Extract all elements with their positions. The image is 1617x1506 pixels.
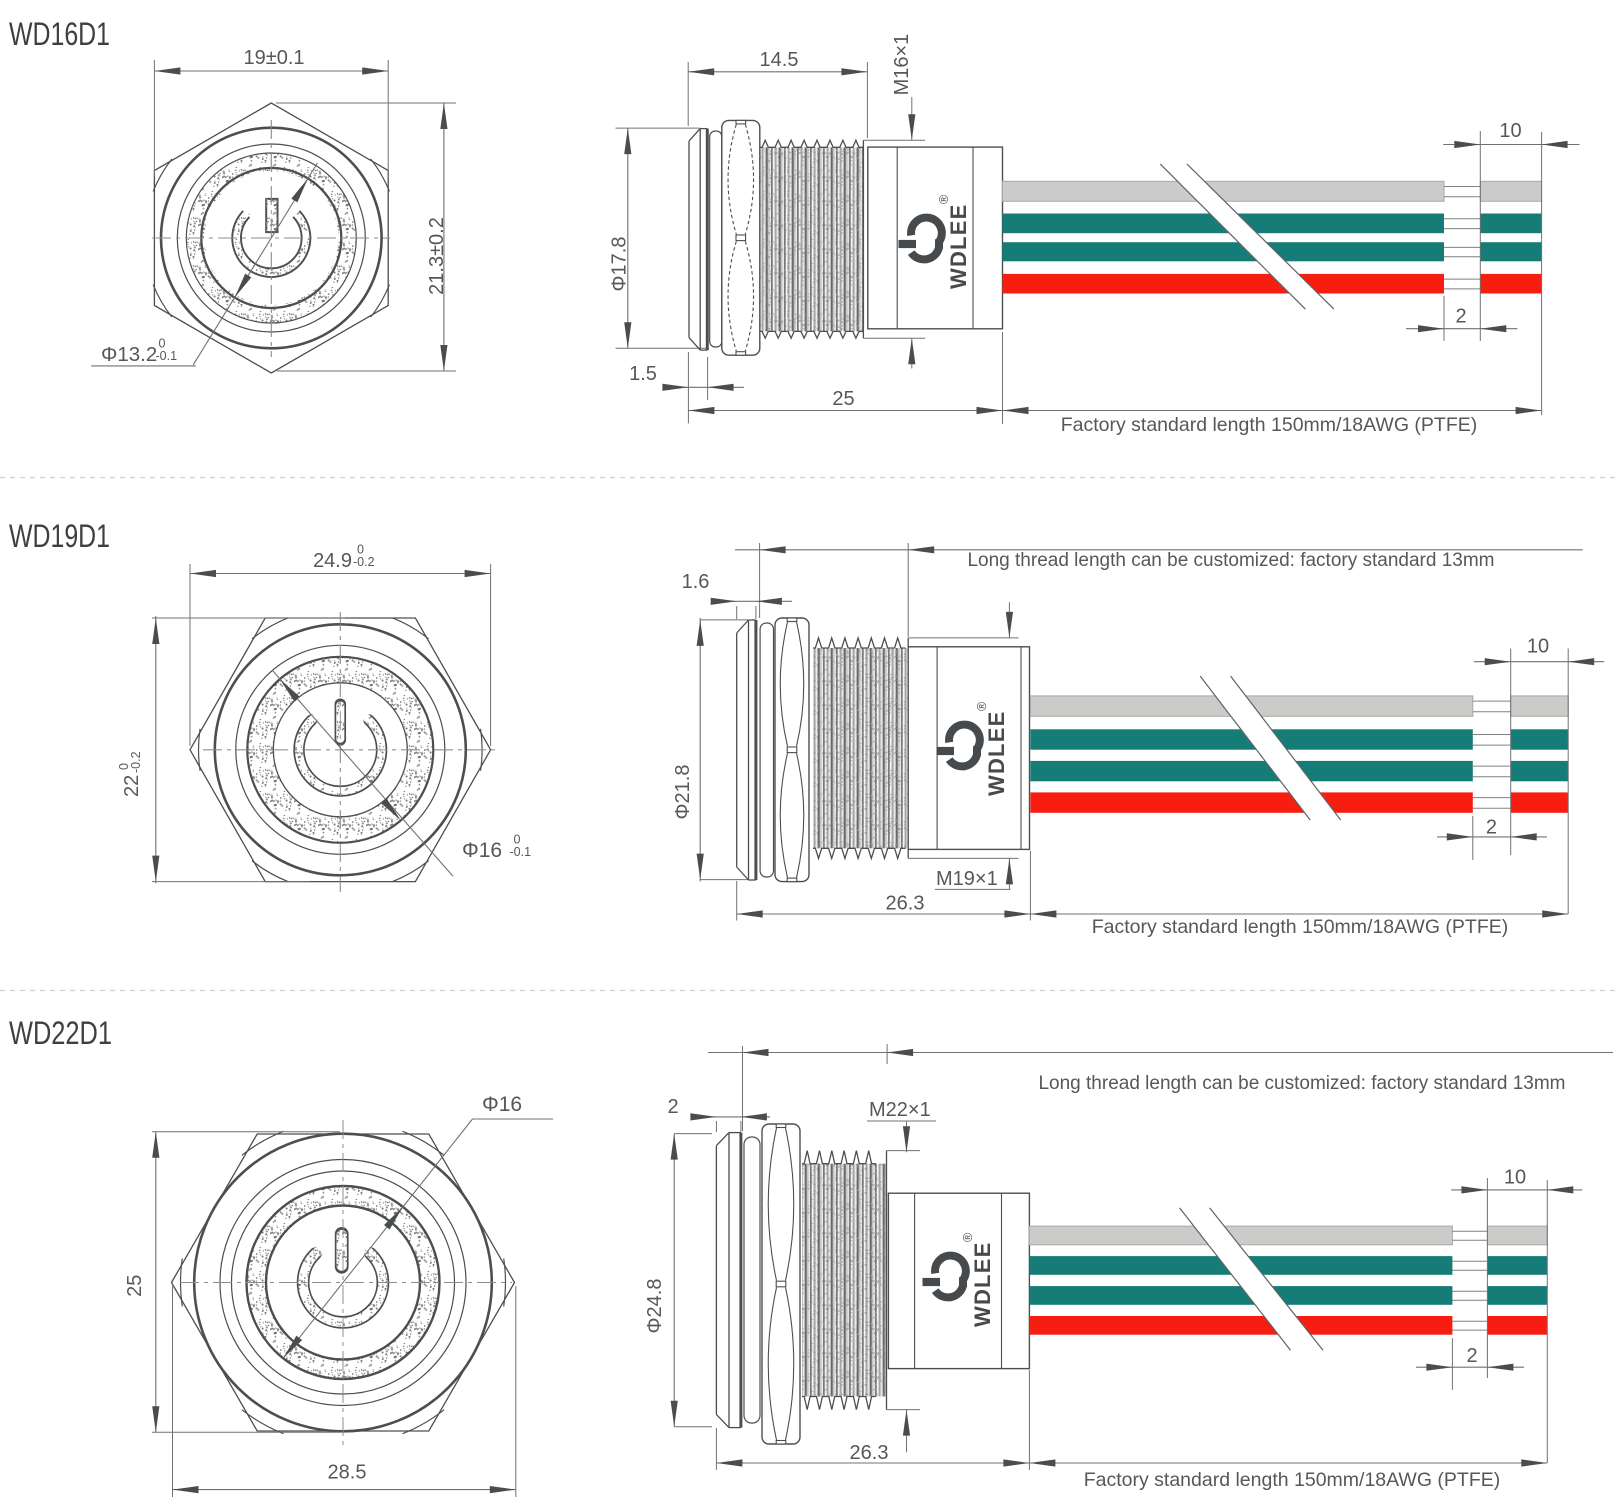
svg-text:26.3: 26.3 — [886, 893, 925, 915]
svg-text:0: 0 — [514, 833, 521, 847]
svg-text:Φ17.8: Φ17.8 — [609, 237, 631, 292]
svg-text:-0.1: -0.1 — [156, 349, 178, 363]
svg-text:0: 0 — [357, 543, 364, 557]
svg-text:WDLEE: WDLEE — [984, 711, 1009, 796]
svg-text:WDLEE: WDLEE — [946, 204, 971, 289]
svg-text:WD19D1: WD19D1 — [9, 518, 110, 554]
svg-text:25: 25 — [124, 1275, 146, 1297]
svg-text:1.5: 1.5 — [629, 363, 657, 385]
svg-text:10: 10 — [1504, 1167, 1526, 1189]
svg-text:M16×1: M16×1 — [891, 34, 913, 96]
svg-text:Φ24.8: Φ24.8 — [644, 1279, 666, 1334]
svg-text:25: 25 — [832, 388, 854, 410]
svg-text:2: 2 — [1466, 1345, 1477, 1367]
svg-text:Φ13.2: Φ13.2 — [101, 343, 157, 366]
svg-text:M19×1: M19×1 — [936, 868, 998, 890]
svg-text:26.3: 26.3 — [850, 1442, 889, 1464]
svg-text:Long thread length can be cust: Long thread length can be customized: fa… — [967, 550, 1494, 571]
svg-text:2: 2 — [1455, 306, 1466, 328]
svg-text:®: ® — [975, 701, 989, 711]
svg-text:Φ21.8: Φ21.8 — [672, 765, 694, 820]
svg-text:19±0.1: 19±0.1 — [243, 47, 304, 69]
svg-text:28.5: 28.5 — [328, 1462, 367, 1484]
svg-text:WD22D1: WD22D1 — [9, 1015, 112, 1051]
svg-text:®: ® — [961, 1232, 975, 1242]
svg-text:Factory standard length 150mm/: Factory standard length 150mm/18AWG (PTF… — [1084, 1469, 1501, 1491]
svg-text:10: 10 — [1499, 120, 1521, 142]
svg-text:Φ16: Φ16 — [462, 839, 502, 862]
svg-text:0: 0 — [159, 337, 166, 351]
svg-text:10: 10 — [1527, 635, 1549, 657]
svg-text:-0.2: -0.2 — [353, 555, 375, 569]
svg-text:21.3±0.2: 21.3±0.2 — [426, 217, 448, 295]
svg-text:0: 0 — [117, 763, 131, 770]
svg-text:22: 22 — [121, 775, 143, 797]
svg-text:14.5: 14.5 — [760, 49, 799, 71]
svg-text:Factory standard length 150mm/: Factory standard length 150mm/18AWG (PTF… — [1092, 916, 1509, 938]
svg-text:WDLEE: WDLEE — [970, 1242, 995, 1327]
svg-text:-0.1: -0.1 — [510, 845, 532, 859]
svg-text:Φ16: Φ16 — [482, 1093, 522, 1116]
svg-text:1.6: 1.6 — [682, 571, 710, 593]
svg-text:2: 2 — [1486, 817, 1497, 839]
svg-text:2: 2 — [667, 1096, 678, 1118]
svg-text:Long thread length can be cust: Long thread length can be customized: fa… — [1038, 1073, 1565, 1094]
svg-text:®: ® — [937, 194, 951, 204]
svg-text:Factory standard length 150mm/: Factory standard length 150mm/18AWG (PTF… — [1061, 414, 1478, 436]
svg-text:24.9: 24.9 — [313, 550, 352, 572]
svg-text:-0.2: -0.2 — [129, 751, 143, 773]
svg-text:WD16D1: WD16D1 — [9, 16, 110, 52]
svg-text:M22×1: M22×1 — [869, 1099, 931, 1121]
